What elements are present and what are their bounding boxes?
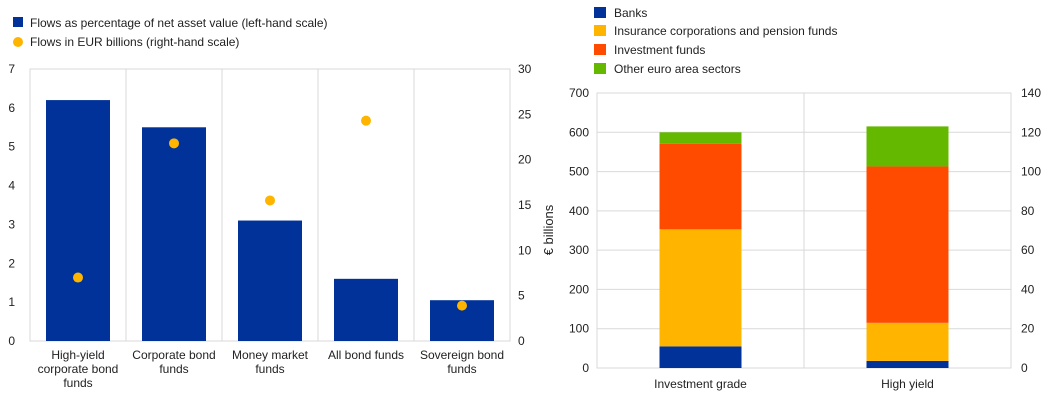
left-axis-tick-label: 5 <box>8 140 15 154</box>
right-axis-tick-label: 40 <box>1021 282 1035 296</box>
stacked-bar-segment <box>866 322 949 361</box>
legend-swatch <box>594 7 606 18</box>
category-label-line: Corporate bond <box>132 348 215 362</box>
right-axis-tick-label: 0 <box>518 334 525 348</box>
right-axis-tick-label: 10 <box>518 243 532 257</box>
right-axis-tick-label: 5 <box>518 289 525 303</box>
right-axis-tick-label: 60 <box>1021 243 1035 257</box>
category-label: All bond funds <box>328 348 404 362</box>
stacked-bar-segment <box>866 166 949 323</box>
right-axis-tick-label: 100 <box>1021 165 1041 179</box>
category-label: Sovereign bond funds <box>420 348 504 376</box>
stacked-bar-segment <box>659 143 742 230</box>
category-label: High yield <box>881 377 934 391</box>
stacked-bar-segment <box>866 126 949 167</box>
bar <box>238 220 302 341</box>
stacked-bar-segment <box>659 346 742 368</box>
category-label: Money market funds <box>232 348 309 376</box>
left-axis-tick-label: 700 <box>569 86 589 100</box>
category-label-line: Money market <box>232 348 309 362</box>
legend-label: Other euro area sectors <box>614 62 741 76</box>
category-label: Corporate bond funds <box>132 348 215 376</box>
right-axis-tick-label: 20 <box>1021 322 1035 336</box>
stacked-bar-segment <box>866 360 949 368</box>
marker-point <box>361 115 371 126</box>
category-label-line: High-yield <box>51 348 104 362</box>
category-label-line: funds <box>255 362 284 376</box>
legend-swatch <box>594 44 606 55</box>
marker-point <box>265 195 275 206</box>
left-axis-tick-label: 400 <box>569 204 589 218</box>
bar <box>46 100 110 341</box>
left-axis-tick-label: 2 <box>8 256 15 270</box>
left-axis-tick-label: 1 <box>8 295 15 309</box>
left-axis-tick-label: 6 <box>8 101 15 115</box>
legend-label: Banks <box>614 6 647 20</box>
bar <box>142 127 206 342</box>
left-axis-tick-label: 300 <box>569 243 589 257</box>
left-axis-tick-label: 3 <box>8 217 15 231</box>
stacked-bar-segment <box>659 229 742 347</box>
left-axis-tick-label: 7 <box>8 62 15 76</box>
stacked-bar-segment <box>659 132 742 144</box>
marker-point <box>169 138 179 149</box>
category-label: High-yield corporate bond funds <box>38 348 119 390</box>
sector-holdings-chart: 0 100 200 300 400 500 600 700 0 20 40 60 80 100 120 140… <box>541 6 1041 391</box>
left-axis-tick-label: 500 <box>569 165 589 179</box>
marker-point <box>73 272 83 283</box>
category-label-line: funds <box>447 362 476 376</box>
bar <box>334 278 398 341</box>
y-axis-title: € billions <box>541 204 556 255</box>
right-axis-tick-label: 25 <box>518 107 532 121</box>
fund-flows-chart: 0 1 2 3 4 5 6 7 0 5 10 15 20 25 30 High-yield corporate … <box>8 16 531 390</box>
legend-swatch-bars <box>13 17 23 27</box>
right-axis-tick-label: 80 <box>1021 204 1035 218</box>
legend-swatch-markers <box>13 37 23 47</box>
legend-label: Investment funds <box>614 43 705 57</box>
category-label: Investment grade <box>654 377 747 391</box>
category-label-line: corporate bond <box>38 362 119 376</box>
legend-swatch <box>594 25 606 36</box>
right-axis-tick-label: 120 <box>1021 125 1041 139</box>
marker-point <box>457 300 467 311</box>
legend-label: Flows as percentage of net asset value (… <box>30 16 328 30</box>
left-axis-tick-label: 0 <box>582 361 589 375</box>
legend-label: Flows in EUR billions (right-hand scale) <box>30 35 239 49</box>
left-axis-tick-label: 100 <box>569 322 589 336</box>
left-axis-tick-label: 0 <box>8 334 15 348</box>
category-label-line: funds <box>63 376 92 390</box>
right-axis-tick-label: 30 <box>518 62 532 76</box>
left-axis-tick-label: 600 <box>569 125 589 139</box>
right-axis-tick-label: 0 <box>1021 361 1028 375</box>
left-axis-tick-label: 200 <box>569 282 589 296</box>
right-axis-tick-label: 15 <box>518 198 532 212</box>
right-axis-tick-label: 20 <box>518 153 532 167</box>
category-label-line: Sovereign bond <box>420 348 504 362</box>
left-axis-tick-label: 4 <box>8 179 15 193</box>
right-axis-tick-label: 140 <box>1021 86 1041 100</box>
category-label-line: All bond funds <box>328 348 404 362</box>
legend-label: Insurance corporations and pension funds <box>614 24 837 38</box>
category-label-line: funds <box>159 362 188 376</box>
legend-swatch <box>594 63 606 74</box>
